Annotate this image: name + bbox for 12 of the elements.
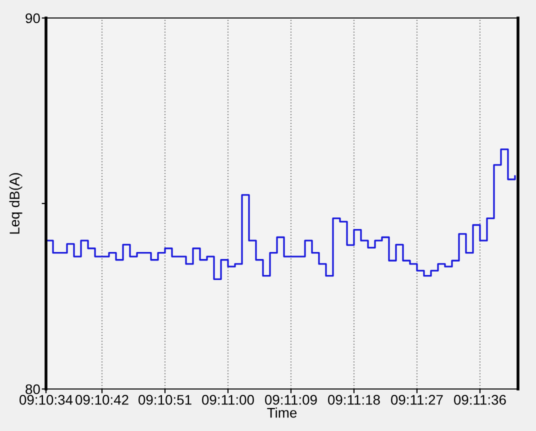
- y-axis-title: Leq dB(A): [9, 173, 22, 234]
- x-tick-label: 09:11:00: [202, 394, 254, 405]
- x-axis-title: Time: [267, 408, 297, 418]
- x-tick-label: 09:11:09: [265, 394, 317, 405]
- x-tick-label: 09:11:36: [454, 394, 506, 405]
- y-tick-label: 90: [26, 13, 40, 24]
- y-tick-label: 80: [26, 384, 40, 394]
- x-tick-label: 09:10:51: [138, 394, 192, 405]
- x-tick-label: 09:11:18: [328, 394, 380, 405]
- x-tick-label: 09:10:42: [76, 394, 128, 405]
- x-tick-label: 09:11:27: [391, 394, 443, 405]
- x-tick-label: 09:10:34: [20, 394, 73, 405]
